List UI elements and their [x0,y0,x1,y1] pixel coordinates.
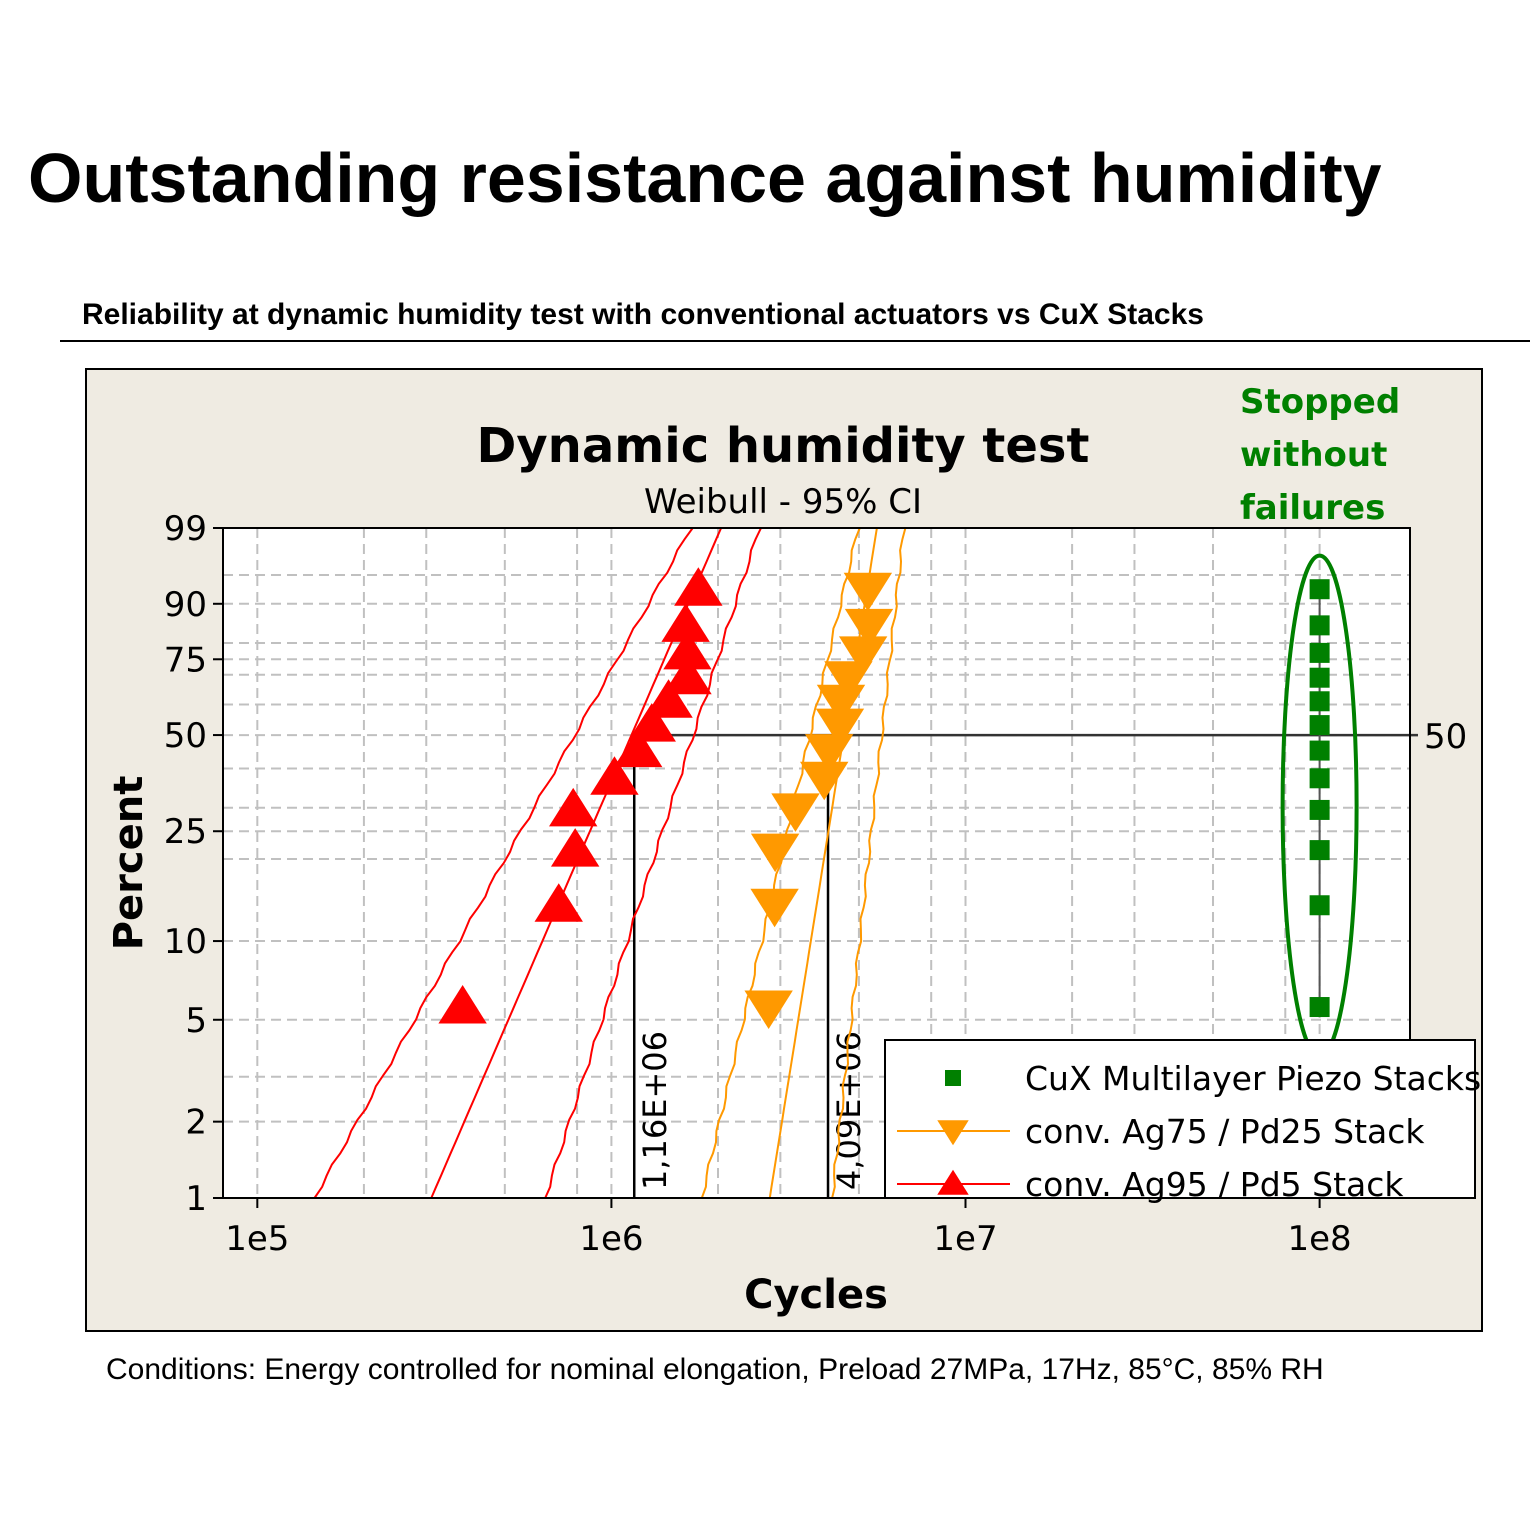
y-tick-label: 90 [164,585,207,625]
data-point [534,883,583,922]
data-point [1309,799,1330,820]
data-markers [438,567,1330,1030]
x-tick-label: 1e8 [1288,1219,1352,1259]
data-point [663,655,712,695]
y-tick-label: 10 [164,922,207,962]
reference-lines: 50 1,16E+06 4,09E+06 [632,717,1467,1198]
data-point [663,630,712,670]
median-value-label: 1,16E+06 [636,1031,674,1190]
data-point [824,661,873,700]
data-point [661,603,710,642]
data-point [750,888,799,928]
data-point [1309,740,1330,761]
data-point [1309,579,1330,600]
data-point [744,990,793,1030]
data-point [613,728,663,768]
legend-marker [937,1169,969,1195]
plot-frame [222,527,1411,1199]
data-point [1309,768,1330,789]
y-tick-label: 25 [164,812,207,852]
data-point [1309,840,1330,861]
ci-lower-bound [700,527,861,1199]
data-point [674,567,723,606]
median-value-label: 4,09E+06 [830,1031,868,1190]
data-point [438,985,487,1024]
data-point [1309,997,1330,1018]
x-tick-label: 1e7 [933,1219,997,1259]
data-point [1309,691,1330,712]
x-axis-label: Cycles [744,1272,888,1318]
chart-title: Dynamic humidity test [477,418,1090,474]
data-point [549,787,598,827]
y-axis-label: Percent [106,776,152,951]
ci-lower-bound [313,527,694,1199]
chart-subtitle: Weibull - 95% CI [644,482,922,522]
legend-label: conv. Ag95 / Pd5 Stack [1025,1165,1404,1204]
data-point [816,684,866,724]
annotation-line: failures [1240,488,1385,528]
reference-line-label: 50 [1424,717,1467,757]
y-tick-label: 1 [185,1179,207,1219]
data-point [1309,667,1330,688]
legend-marker [937,1120,969,1146]
stopped-annotation: Stopped without failures [1240,382,1400,528]
y-tick-label: 75 [164,640,207,680]
ci-upper-bound [544,527,762,1199]
data-point [1309,895,1330,916]
data-point [844,608,894,648]
x-tick-label: 1e5 [225,1219,289,1259]
data-point [1309,615,1330,636]
ci-upper-bound [831,527,907,1199]
annotation-line: without [1240,435,1387,475]
y-tick-label: 2 [185,1103,207,1143]
legend-label: CuX Multilayer Piezo Stacks [1025,1059,1481,1098]
data-point [1309,715,1330,736]
data-point [815,708,865,748]
legend: CuX Multilayer Piezo Stacks conv. Ag75 / … [884,1039,1481,1204]
test-conditions: Conditions: Energy controlled for nomina… [106,1353,1324,1386]
legend-marker [945,1070,961,1086]
data-point [1309,642,1330,663]
data-point [838,636,888,675]
page-subtitle: Reliability at dynamic humidity test wit… [82,298,1204,331]
data-point [590,756,639,795]
page-title: Outstanding resistance against humidity [28,139,1382,217]
data-point [627,703,676,742]
data-point [644,679,693,718]
x-tick-label: 1e6 [579,1219,643,1259]
y-tick-label: 50 [164,716,207,756]
data-point [800,761,849,801]
legend-label: conv. Ag75 / Pd25 Stack [1025,1112,1425,1151]
annotation-line: Stopped [1240,382,1400,422]
data-point [843,572,893,612]
data-point [771,793,820,832]
y-tick-label: 99 [164,509,207,549]
data-point [750,833,800,873]
legend-box [884,1039,1476,1199]
title-divider [60,340,1530,342]
data-point [550,828,600,867]
y-tick-label: 5 [185,1001,207,1041]
